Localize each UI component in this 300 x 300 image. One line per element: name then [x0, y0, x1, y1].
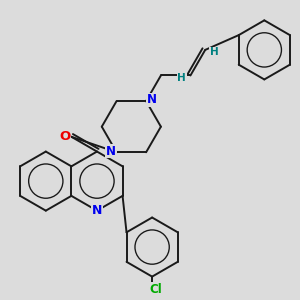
Text: Cl: Cl	[149, 283, 162, 296]
Text: H: H	[177, 73, 186, 83]
Text: N: N	[92, 204, 102, 217]
Text: H: H	[209, 47, 218, 57]
Text: N: N	[106, 145, 116, 158]
Text: O: O	[59, 130, 70, 143]
Text: N: N	[147, 93, 157, 106]
